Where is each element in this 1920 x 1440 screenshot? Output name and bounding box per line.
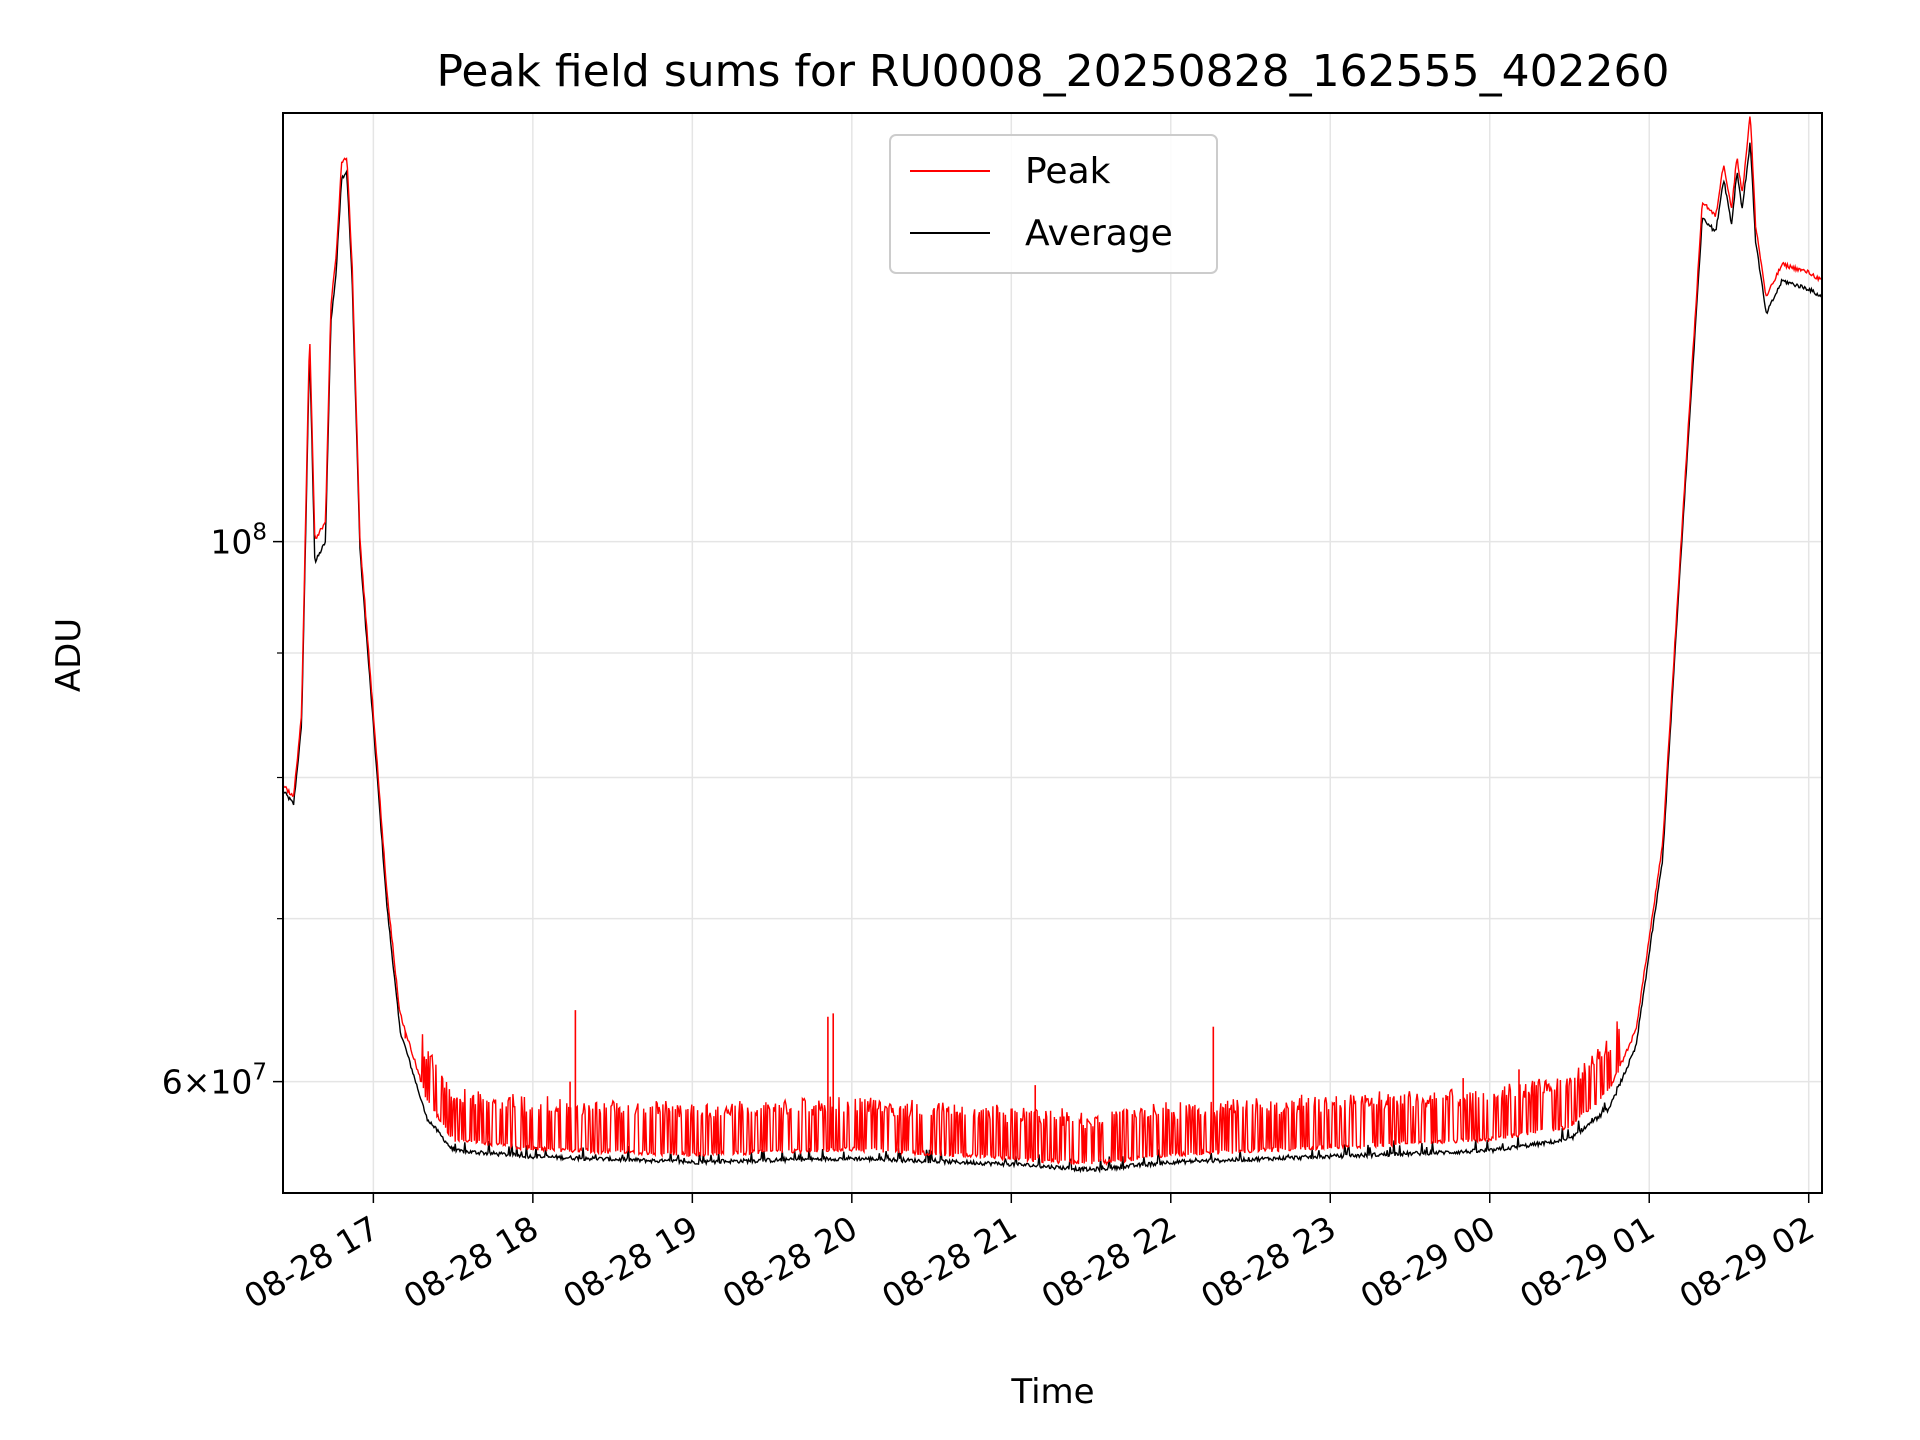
series-line-peak [283,116,1822,1166]
plot-area [283,116,1822,1174]
legend: Peak Average [889,134,1218,274]
y-axis: 108 6×107 [162,520,283,1102]
grid [283,113,1822,1193]
y-axis-label: ADU [49,618,89,692]
x-axis-label: Time [1010,1372,1094,1412]
chart-title: Peak field sums for RU0008_20250828_1625… [436,46,1669,97]
legend-box [889,134,1218,274]
y-tick-label: 6×107 [162,1060,267,1102]
y-tick-label: 108 [210,520,267,562]
legend-label-peak: Peak [1025,151,1111,192]
series-line-average [283,142,1822,1174]
legend-label-average: Average [1025,213,1173,254]
